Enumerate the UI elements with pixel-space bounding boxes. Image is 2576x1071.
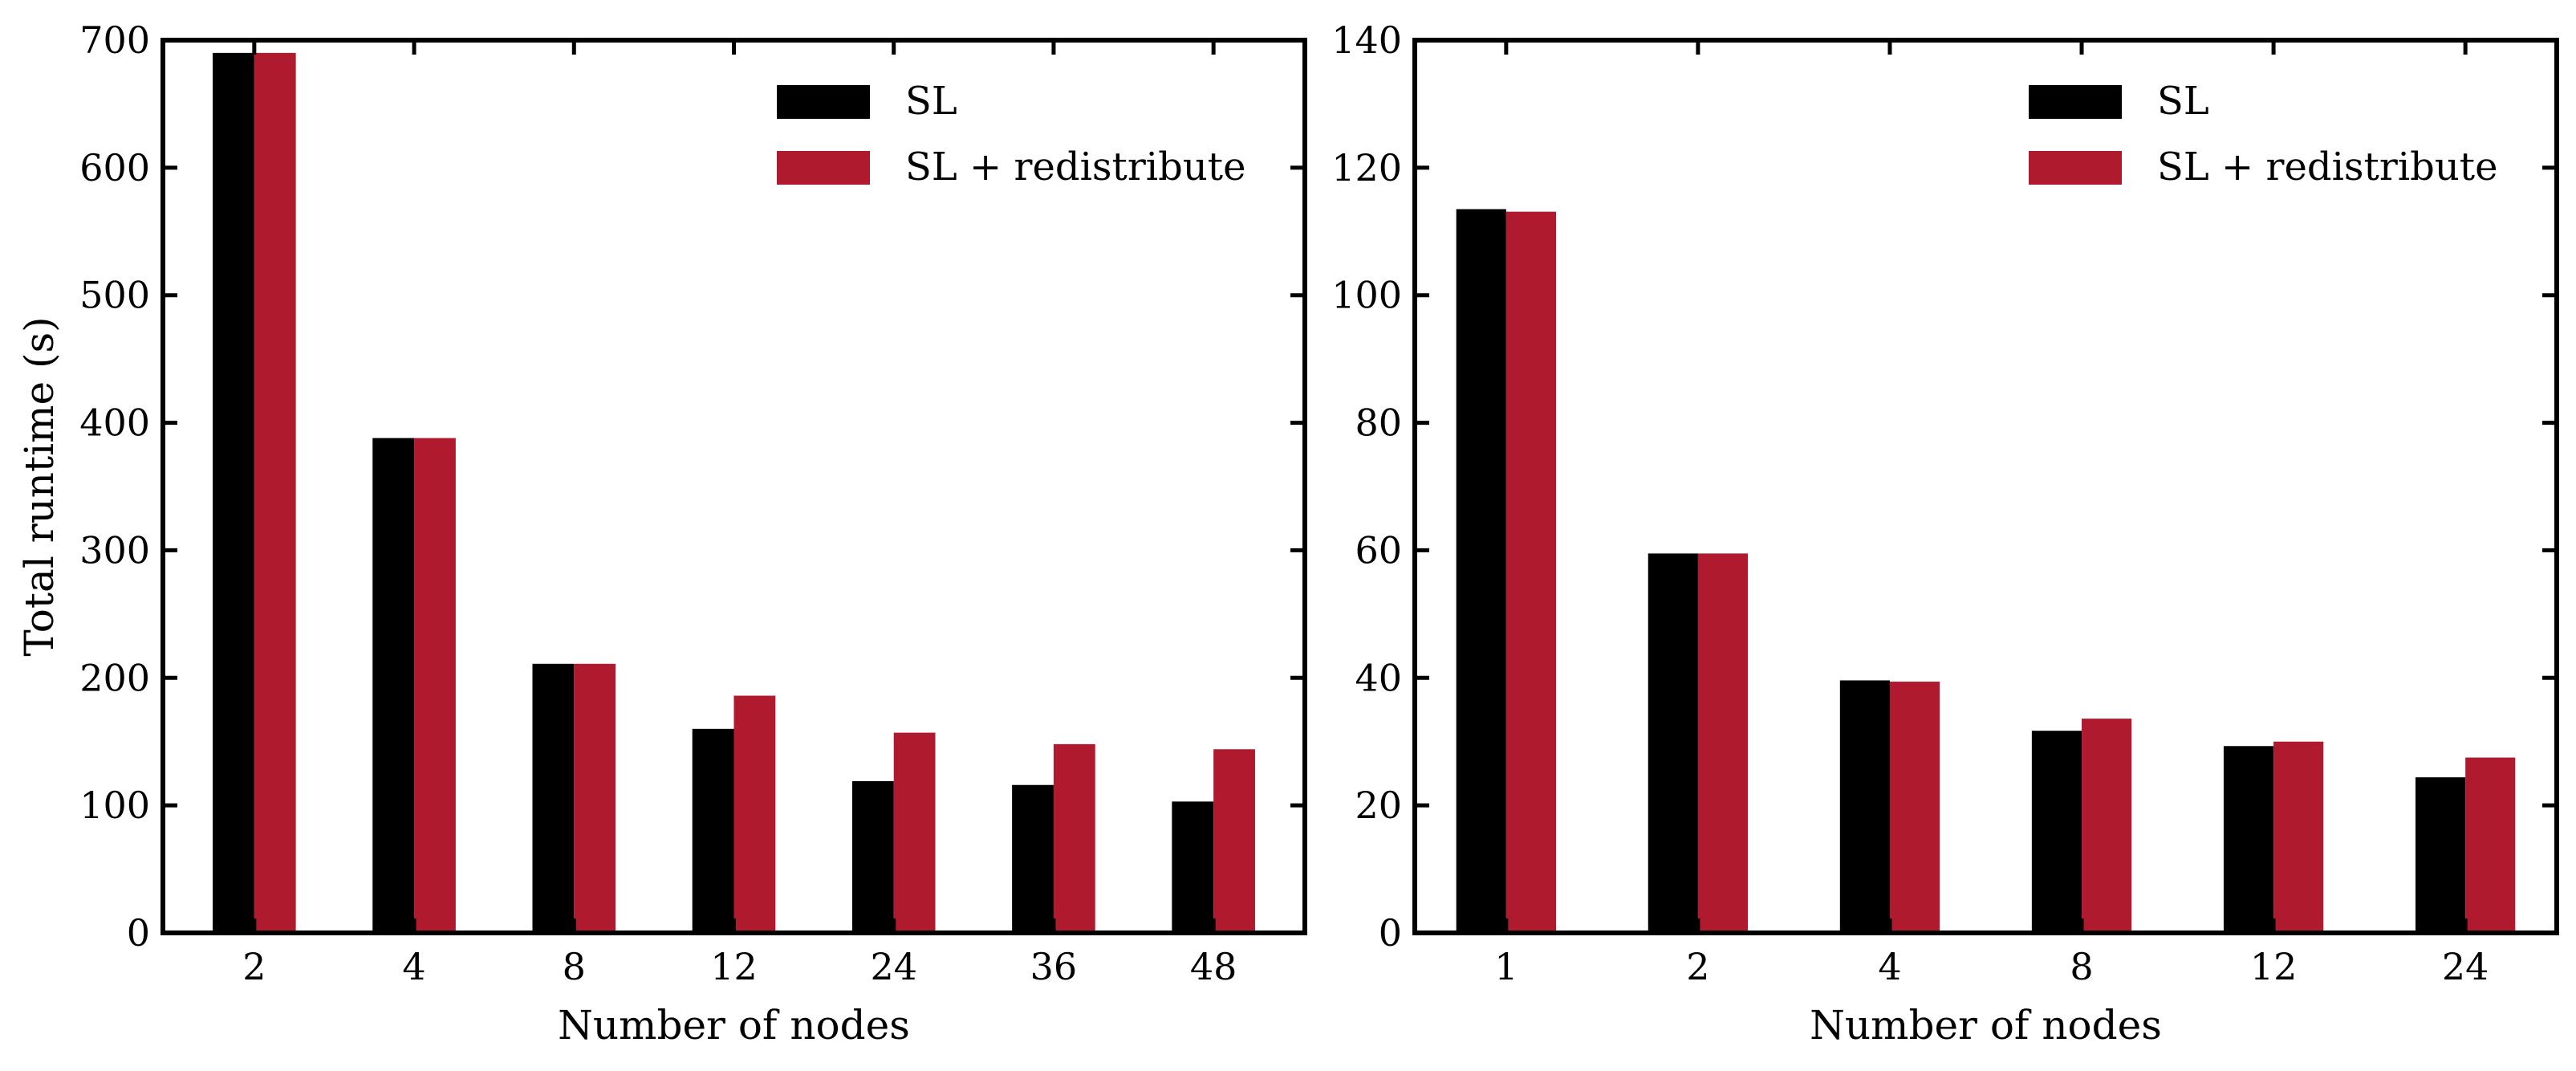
bar-sl-redistribute-12 [733,695,776,933]
x-tick-label: 8 [563,945,586,988]
bar-sl-redistribute-36 [1053,743,1095,933]
plot-frame [1412,38,2559,935]
legend-swatch-sl [777,85,870,119]
x-tick-label: 4 [402,945,425,988]
x-tick-label: 8 [2070,945,2093,988]
bar-sl-redistribute-1 [1505,211,1556,934]
x-tick-label: 48 [1190,945,1237,988]
x-tick-label: 4 [1878,945,1901,988]
bar-sl-36 [1012,784,1054,933]
bar-sl-48 [1172,801,1214,933]
bar-sl-8 [532,663,575,933]
bar-sl-redistribute-24 [893,732,936,933]
bar-sl-redistribute-2 [254,52,296,933]
x-axis-label: Number of nodes [1810,1002,2162,1049]
x-axis-label: Number of nodes [558,1002,910,1049]
bar-sl-1 [1456,209,1506,933]
bar-sl-4 [372,438,415,933]
x-tick-label: 12 [710,945,758,988]
x-tick-label: 12 [2250,945,2298,988]
y-tick-label: 700 [79,18,150,62]
legend-label-sl-redistribute: SL + redistribute [2157,145,2497,189]
x-tick-label: 1 [1494,945,1518,988]
legend: SL SL + redistribute [2029,79,2497,189]
bar-sl-redistribute-8 [2082,719,2132,933]
legend-label-sl: SL [905,79,957,124]
y-tick-label: 120 [1331,146,1402,189]
bar-sl-4 [1839,680,1890,933]
x-tick-label: 2 [242,945,266,988]
bar-sl-24 [2416,777,2466,933]
y-tick-label: 80 [1355,401,1402,445]
y-tick-label: 0 [127,911,150,955]
bar-sl-8 [2031,731,2082,933]
x-tick-label: 36 [1030,945,1078,988]
bar-sl-2 [1648,553,1698,933]
legend-swatch-sl [2029,85,2122,119]
bar-sl-redistribute-48 [1213,749,1255,933]
plot-frame [160,38,1307,935]
x-tick-label: 24 [2442,945,2489,988]
bar-sl-redistribute-2 [1697,553,1749,933]
x-tick-label: 2 [1686,945,1709,988]
bar-sl-redistribute-4 [1889,682,1940,933]
legend-swatch-sl-redistribute [777,151,870,185]
y-tick-label: 0 [1379,911,1402,955]
y-tick-label: 300 [79,528,150,572]
bar-sl-redistribute-8 [574,663,616,933]
y-tick-label: 40 [1355,656,1402,699]
legend-label-sl: SL [2157,79,2209,124]
y-tick-label: 20 [1355,784,1402,827]
y-tick-label: 600 [79,146,150,189]
y-axis-label: Total runtime (s) [16,316,63,656]
x-tick-label: 24 [870,945,917,988]
y-tick-label: 200 [79,656,150,699]
legend-label-sl-redistribute: SL + redistribute [905,145,1245,189]
y-tick-label: 60 [1355,528,1402,572]
bar-sl-redistribute-12 [2273,741,2324,933]
y-tick-label: 100 [1331,274,1402,317]
bar-sl-12 [2223,746,2274,933]
legend: SL SL + redistribute [777,79,1245,189]
bar-sl-24 [851,780,894,933]
bar-sl-12 [692,728,734,933]
bar-sl-redistribute-24 [2465,757,2516,933]
y-tick-label: 500 [79,274,150,317]
y-tick-label: 100 [79,784,150,827]
y-tick-label: 140 [1331,18,1402,62]
legend-swatch-sl-redistribute [2029,151,2122,185]
y-tick-label: 400 [79,401,150,445]
bar-sl-2 [213,52,254,933]
bar-sl-redistribute-4 [414,438,456,933]
